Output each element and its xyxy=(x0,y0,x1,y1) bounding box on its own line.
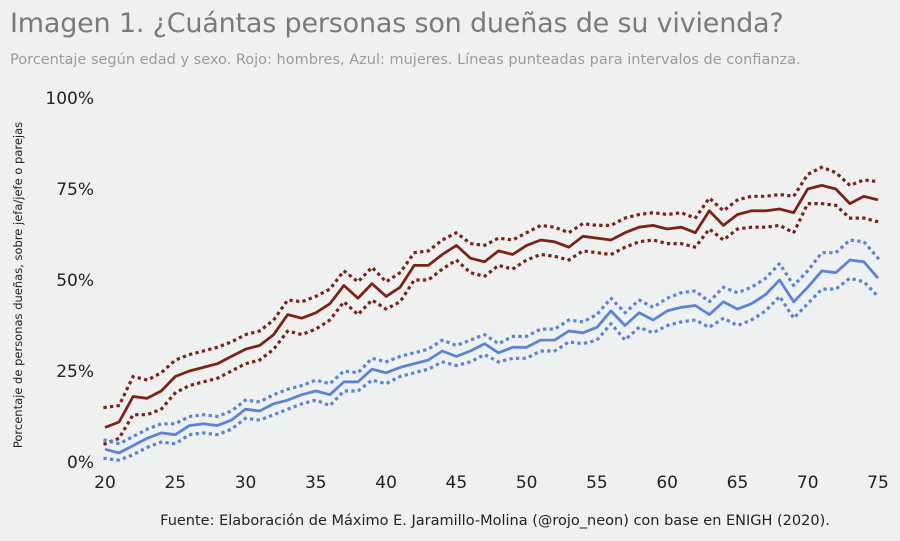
x-tick-label: 60 xyxy=(656,473,678,493)
men-ci-upper-line xyxy=(103,165,880,410)
y-tick-label: 0% xyxy=(67,453,94,473)
chart-title: Imagen 1. ¿Cuántas personas son dueñas d… xyxy=(10,8,784,39)
x-tick-label: 50 xyxy=(516,473,538,493)
x-tick-label: 65 xyxy=(727,473,749,493)
men-ci-lower-line xyxy=(102,202,880,446)
x-tick-label: 20 xyxy=(94,473,116,493)
y-tick-label: 50% xyxy=(56,271,94,291)
x-axis-ticks: 20 25 30 35 40 45 50 55 60 65 70 75 xyxy=(94,473,889,493)
x-tick-label: 45 xyxy=(446,473,468,493)
source-caption: Fuente: Elaboración de Máximo E. Jaramil… xyxy=(160,513,830,529)
women-ci-lower-line xyxy=(103,276,881,462)
y-tick-label: 25% xyxy=(56,362,94,382)
y-tick-label: 100% xyxy=(45,89,94,109)
x-tick-label: 75 xyxy=(867,473,889,493)
x-tick-label: 40 xyxy=(375,473,397,493)
x-tick-label: 70 xyxy=(797,473,819,493)
y-tick-label: 75% xyxy=(56,180,94,200)
chart-subtitle: Porcentaje según edad y sexo. Rojo: homb… xyxy=(10,52,801,68)
x-tick-label: 35 xyxy=(305,473,327,493)
x-tick-label: 55 xyxy=(586,473,608,493)
men-ownership-line xyxy=(104,184,879,429)
plot-area xyxy=(102,165,881,462)
women-ownership-line xyxy=(104,258,880,455)
y-axis-ticks: 0% 25% 50% 75% 100% xyxy=(45,89,94,473)
x-tick-label: 25 xyxy=(164,473,186,493)
x-tick-label: 30 xyxy=(235,473,257,493)
women-ci-upper-line xyxy=(103,238,881,446)
